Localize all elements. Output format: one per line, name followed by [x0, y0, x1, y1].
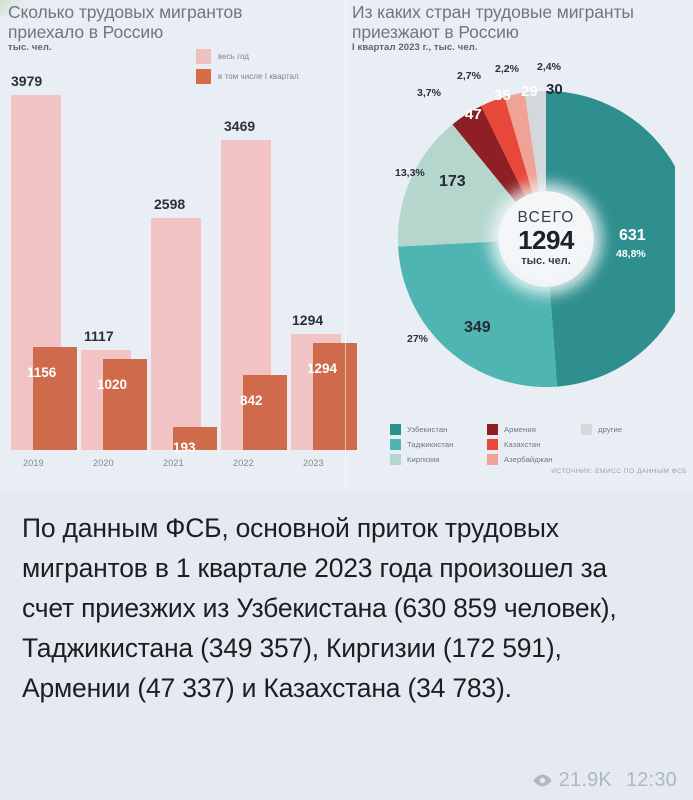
bar-value-q1-2021: 193: [173, 440, 196, 455]
pie-chart-panel: Из каких стран трудовые мигранты приезжа…: [345, 0, 693, 492]
legend-item-q1: в том числе I квартал: [196, 69, 299, 84]
bar-chart-panel: Сколько трудовых мигрантов приехало в Ро…: [0, 0, 357, 492]
view-count: 21.9K: [558, 769, 612, 791]
legend-swatch-icon: [390, 439, 401, 450]
pie-total-value: 1294: [518, 225, 574, 255]
legend-item-tajikistan: Таджикистан: [390, 439, 454, 450]
legend-label: другие: [598, 425, 623, 434]
pie-percent-others: 2,4%: [537, 61, 561, 73]
bar-q1: [313, 343, 357, 450]
legend-label: Киргизия: [407, 455, 440, 464]
legend-label: Казахстан: [504, 440, 541, 449]
pie-slice-uzbekistan: [546, 91, 675, 387]
legend-swatch-icon: [196, 49, 211, 64]
caption-text: По данным ФСБ, основной приток трудовых …: [22, 513, 617, 703]
bar-chart-legend: весь год в том числе I квартал: [196, 49, 299, 89]
legend-item-azerbaijan: Азербайджан: [487, 454, 553, 465]
pie-percent-kyrgyzstan: 13,3%: [395, 167, 425, 179]
legend-label: Армения: [504, 425, 536, 434]
legend-swatch-icon: [390, 424, 401, 435]
legend-swatch-icon: [487, 439, 498, 450]
legend-item-kyrgyzstan: Киргизия: [390, 454, 454, 465]
pie-legend-column-1: Узбекистан Таджикистан Киргизия: [390, 424, 454, 469]
axis-label-2020: 2020: [93, 458, 114, 468]
pie-total-units: тыс. чел.: [521, 255, 571, 267]
pie-value-azerbaijan: 29: [521, 83, 538, 100]
bar-value-q1-2022: 842: [240, 393, 263, 408]
eye-icon: [533, 774, 552, 787]
legend-label: Азербайджан: [504, 455, 553, 464]
legend-label: весь год: [218, 52, 250, 61]
bar-q1: [33, 347, 77, 450]
bar-chart-subtitle: тыс. чел.: [8, 42, 52, 53]
legend-item-others: другие: [581, 424, 622, 435]
pie-legend-column-3: другие: [581, 424, 622, 439]
bar-value-q1-2023: 1294: [307, 361, 338, 376]
legend-item-kazakhstan: Казахстан: [487, 439, 553, 450]
chart-source-note: ИСТОЧНИК: ЕМИСС ПО ДАННЫМ ФСБ: [551, 468, 687, 475]
bar-value-full-2022: 3469: [224, 118, 256, 134]
axis-label-2021: 2021: [163, 458, 184, 468]
pie-chart-plot: ВСЕГО 1294 тыс. чел. 631 48,8% 349 27% 1…: [395, 61, 675, 413]
pie-value-uzbekistan: 631: [619, 227, 646, 244]
bar-full-year: [151, 218, 201, 450]
pie-value-armenia: 47: [465, 106, 482, 123]
legend-label: Узбекистан: [407, 425, 448, 434]
axis-label-2023: 2023: [303, 458, 324, 468]
legend-swatch-icon: [196, 69, 211, 84]
bar-chart-plot: 3979 1156 2019 1117 1020 2020 2598 193: [0, 0, 357, 492]
bar-value-full-2023: 1294: [292, 312, 324, 328]
legend-swatch-icon: [581, 424, 592, 435]
axis-label-2019: 2019: [23, 458, 44, 468]
bar-q1: [103, 359, 147, 450]
pie-total-label: ВСЕГО: [517, 209, 575, 226]
pie-percent-azerbaijan: 2,2%: [495, 63, 519, 75]
bar-q1: [243, 375, 287, 450]
infographic-image[interactable]: Сколько трудовых мигрантов приехало в Ро…: [0, 0, 693, 492]
pie-percent-armenia: 3,7%: [417, 87, 441, 99]
pie-percent-uzbekistan: 48,8%: [616, 248, 646, 260]
pie-value-kyrgyzstan: 173: [439, 173, 466, 190]
legend-label: Таджикистан: [407, 440, 454, 449]
bar-value-q1-2020: 1020: [97, 377, 128, 392]
legend-swatch-icon: [487, 454, 498, 465]
bar-chart-title: Сколько трудовых мигрантов приехало в Ро…: [8, 2, 243, 42]
bar-q1: [173, 427, 217, 450]
post-meta: 21.9K 12:30: [533, 769, 677, 792]
legend-swatch-icon: [390, 454, 401, 465]
bar-value-full-2020: 1117: [84, 328, 114, 344]
legend-label: в том числе I квартал: [218, 72, 299, 81]
pie-chart-subtitle: I квартал 2023 г., тыс. чел.: [352, 42, 478, 53]
bar-value-q1-2019: 1156: [27, 365, 57, 380]
legend-item-uzbekistan: Узбекистан: [390, 424, 454, 435]
bar-value-full-2019: 3979: [11, 73, 43, 89]
pie-value-tajikistan: 349: [464, 319, 491, 336]
post-time: 12:30: [625, 769, 677, 791]
pie-percent-tajikistan: 27%: [407, 333, 429, 345]
pie-percent-kazakhstan: 2,7%: [457, 70, 481, 82]
pie-value-kazakhstan: 35: [494, 87, 511, 104]
pie-legend-column-2: Армения Казахстан Азербайджан: [487, 424, 553, 469]
pie-value-others: 30: [546, 81, 563, 98]
post-caption: По данным ФСБ, основной приток трудовых …: [0, 492, 693, 800]
legend-item-armenia: Армения: [487, 424, 553, 435]
panel-divider: [345, 0, 346, 492]
legend-item-full-year: весь год: [196, 49, 299, 64]
legend-swatch-icon: [487, 424, 498, 435]
pie-chart-title: Из каких стран трудовые мигранты приезжа…: [352, 2, 634, 42]
axis-label-2022: 2022: [233, 458, 254, 468]
bar-value-full-2021: 2598: [154, 196, 186, 212]
pie-center-total: ВСЕГО 1294 тыс. чел.: [498, 191, 594, 287]
